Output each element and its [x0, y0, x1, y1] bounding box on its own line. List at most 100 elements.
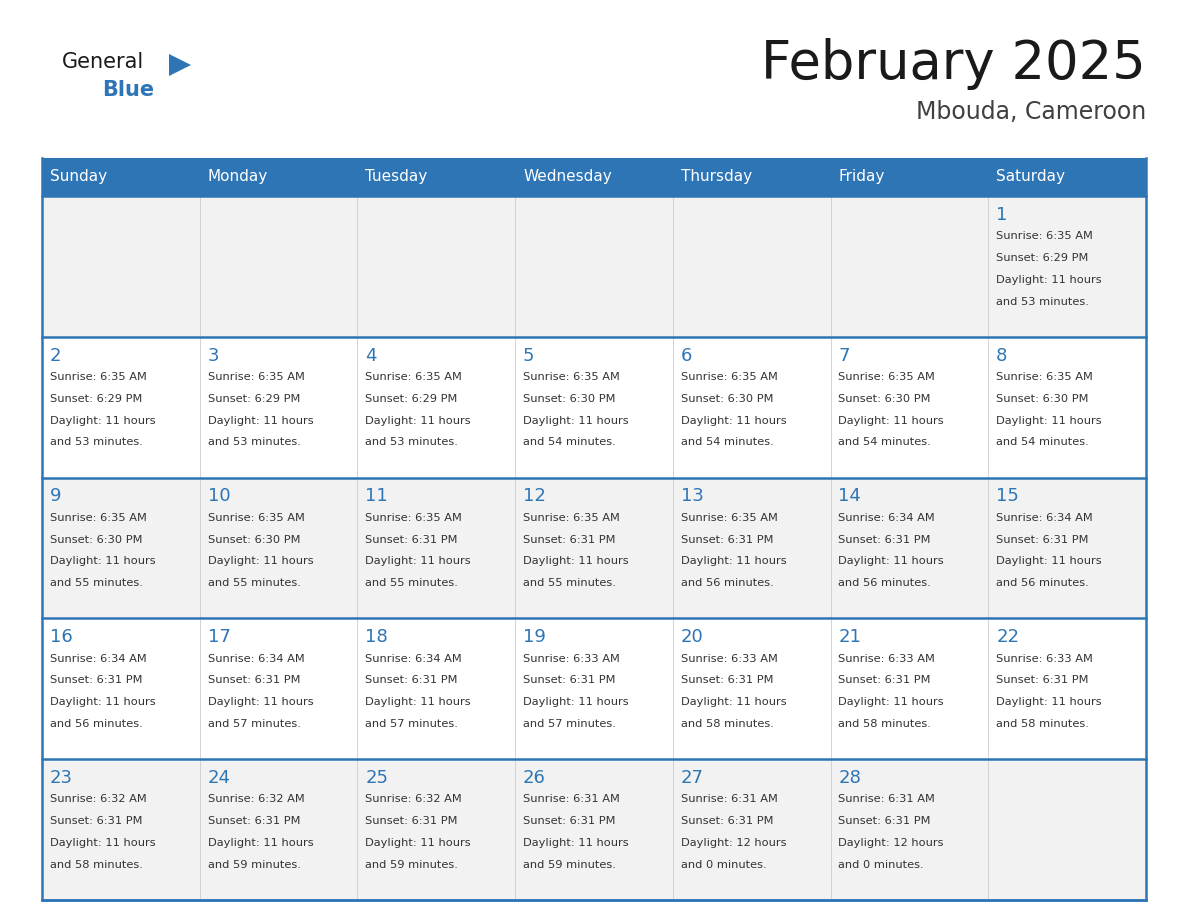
Text: Daylight: 11 hours: Daylight: 11 hours [681, 416, 786, 426]
Text: Daylight: 11 hours: Daylight: 11 hours [523, 556, 628, 566]
Text: Sunday: Sunday [50, 170, 107, 185]
Text: Daylight: 11 hours: Daylight: 11 hours [50, 838, 156, 848]
Text: Daylight: 11 hours: Daylight: 11 hours [839, 698, 944, 707]
Text: Sunset: 6:31 PM: Sunset: 6:31 PM [997, 676, 1088, 686]
Text: and 54 minutes.: and 54 minutes. [523, 438, 615, 447]
Text: 25: 25 [366, 769, 388, 787]
Text: Sunset: 6:30 PM: Sunset: 6:30 PM [50, 534, 143, 544]
Text: and 53 minutes.: and 53 minutes. [366, 438, 459, 447]
Text: Sunrise: 6:34 AM: Sunrise: 6:34 AM [997, 513, 1093, 522]
Text: and 58 minutes.: and 58 minutes. [681, 719, 773, 729]
Text: 4: 4 [366, 347, 377, 364]
Text: and 0 minutes.: and 0 minutes. [681, 860, 766, 870]
Text: 22: 22 [997, 628, 1019, 646]
Text: Daylight: 11 hours: Daylight: 11 hours [208, 556, 314, 566]
Text: Sunset: 6:29 PM: Sunset: 6:29 PM [208, 394, 301, 404]
Text: Sunrise: 6:32 AM: Sunrise: 6:32 AM [366, 794, 462, 804]
Text: Sunrise: 6:35 AM: Sunrise: 6:35 AM [839, 372, 935, 382]
Text: 23: 23 [50, 769, 72, 787]
Polygon shape [169, 54, 191, 76]
Text: Sunrise: 6:32 AM: Sunrise: 6:32 AM [50, 794, 146, 804]
Text: Daylight: 11 hours: Daylight: 11 hours [997, 698, 1101, 707]
Text: Sunrise: 6:35 AM: Sunrise: 6:35 AM [997, 372, 1093, 382]
Bar [42, 759, 1146, 900]
Bar [42, 619, 1146, 759]
Text: Sunrise: 6:35 AM: Sunrise: 6:35 AM [208, 513, 304, 522]
Text: 5: 5 [523, 347, 535, 364]
Text: and 55 minutes.: and 55 minutes. [523, 578, 615, 588]
Text: and 55 minutes.: and 55 minutes. [366, 578, 459, 588]
Text: Blue: Blue [102, 80, 154, 100]
Text: Sunset: 6:29 PM: Sunset: 6:29 PM [997, 253, 1088, 263]
Text: 11: 11 [366, 487, 388, 506]
Text: and 58 minutes.: and 58 minutes. [839, 719, 931, 729]
Text: Sunset: 6:30 PM: Sunset: 6:30 PM [997, 394, 1088, 404]
Text: Daylight: 11 hours: Daylight: 11 hours [839, 416, 944, 426]
Text: 2: 2 [50, 347, 62, 364]
Text: Daylight: 11 hours: Daylight: 11 hours [208, 698, 314, 707]
Text: Sunset: 6:31 PM: Sunset: 6:31 PM [208, 816, 301, 826]
Text: and 55 minutes.: and 55 minutes. [208, 578, 301, 588]
Text: and 55 minutes.: and 55 minutes. [50, 578, 143, 588]
Text: Sunrise: 6:34 AM: Sunrise: 6:34 AM [50, 654, 146, 664]
Text: Daylight: 11 hours: Daylight: 11 hours [366, 838, 470, 848]
Text: and 59 minutes.: and 59 minutes. [523, 860, 615, 870]
Text: and 53 minutes.: and 53 minutes. [997, 297, 1089, 307]
Text: Daylight: 11 hours: Daylight: 11 hours [681, 698, 786, 707]
Text: Sunset: 6:31 PM: Sunset: 6:31 PM [366, 534, 457, 544]
Text: and 59 minutes.: and 59 minutes. [366, 860, 459, 870]
Text: Sunset: 6:31 PM: Sunset: 6:31 PM [523, 534, 615, 544]
Text: Daylight: 11 hours: Daylight: 11 hours [839, 556, 944, 566]
Text: and 56 minutes.: and 56 minutes. [681, 578, 773, 588]
Text: 8: 8 [997, 347, 1007, 364]
Text: and 56 minutes.: and 56 minutes. [839, 578, 931, 588]
Text: February 2025: February 2025 [762, 38, 1146, 90]
Text: and 57 minutes.: and 57 minutes. [208, 719, 301, 729]
Text: 28: 28 [839, 769, 861, 787]
Text: Sunset: 6:31 PM: Sunset: 6:31 PM [366, 816, 457, 826]
Text: Sunset: 6:30 PM: Sunset: 6:30 PM [839, 394, 931, 404]
Text: Daylight: 11 hours: Daylight: 11 hours [523, 838, 628, 848]
Text: 10: 10 [208, 487, 230, 506]
Bar [42, 477, 1146, 619]
Text: Tuesday: Tuesday [366, 170, 428, 185]
Text: 13: 13 [681, 487, 703, 506]
Text: and 58 minutes.: and 58 minutes. [997, 719, 1089, 729]
Bar [42, 158, 1146, 196]
Text: Sunset: 6:31 PM: Sunset: 6:31 PM [50, 816, 143, 826]
Text: Sunset: 6:31 PM: Sunset: 6:31 PM [523, 676, 615, 686]
Text: and 53 minutes.: and 53 minutes. [50, 438, 143, 447]
Text: 7: 7 [839, 347, 849, 364]
Text: Sunrise: 6:32 AM: Sunrise: 6:32 AM [208, 794, 304, 804]
Text: 21: 21 [839, 628, 861, 646]
Text: Mbouda, Cameroon: Mbouda, Cameroon [916, 100, 1146, 124]
Text: and 53 minutes.: and 53 minutes. [208, 438, 301, 447]
Text: Daylight: 11 hours: Daylight: 11 hours [208, 416, 314, 426]
Text: Sunrise: 6:35 AM: Sunrise: 6:35 AM [523, 513, 620, 522]
Text: Sunrise: 6:35 AM: Sunrise: 6:35 AM [366, 513, 462, 522]
Text: Daylight: 11 hours: Daylight: 11 hours [523, 698, 628, 707]
Text: Sunrise: 6:31 AM: Sunrise: 6:31 AM [839, 794, 935, 804]
Text: Thursday: Thursday [681, 170, 752, 185]
Text: Daylight: 11 hours: Daylight: 11 hours [208, 838, 314, 848]
Text: Daylight: 11 hours: Daylight: 11 hours [523, 416, 628, 426]
Text: Sunset: 6:30 PM: Sunset: 6:30 PM [208, 534, 301, 544]
Text: Sunrise: 6:33 AM: Sunrise: 6:33 AM [523, 654, 620, 664]
Text: Daylight: 11 hours: Daylight: 11 hours [50, 416, 156, 426]
Text: Sunrise: 6:31 AM: Sunrise: 6:31 AM [681, 794, 778, 804]
Text: Sunrise: 6:35 AM: Sunrise: 6:35 AM [208, 372, 304, 382]
Text: and 54 minutes.: and 54 minutes. [681, 438, 773, 447]
Text: Sunrise: 6:34 AM: Sunrise: 6:34 AM [208, 654, 304, 664]
Text: Sunrise: 6:33 AM: Sunrise: 6:33 AM [681, 654, 778, 664]
Text: 3: 3 [208, 347, 219, 364]
Text: Sunset: 6:31 PM: Sunset: 6:31 PM [681, 816, 773, 826]
Text: Daylight: 11 hours: Daylight: 11 hours [997, 274, 1101, 285]
Text: 15: 15 [997, 487, 1019, 506]
Text: Sunrise: 6:34 AM: Sunrise: 6:34 AM [839, 513, 935, 522]
Text: 20: 20 [681, 628, 703, 646]
Text: Daylight: 11 hours: Daylight: 11 hours [50, 698, 156, 707]
Text: and 54 minutes.: and 54 minutes. [839, 438, 931, 447]
Text: and 54 minutes.: and 54 minutes. [997, 438, 1089, 447]
Text: Sunrise: 6:35 AM: Sunrise: 6:35 AM [523, 372, 620, 382]
Text: Sunset: 6:31 PM: Sunset: 6:31 PM [208, 676, 301, 686]
